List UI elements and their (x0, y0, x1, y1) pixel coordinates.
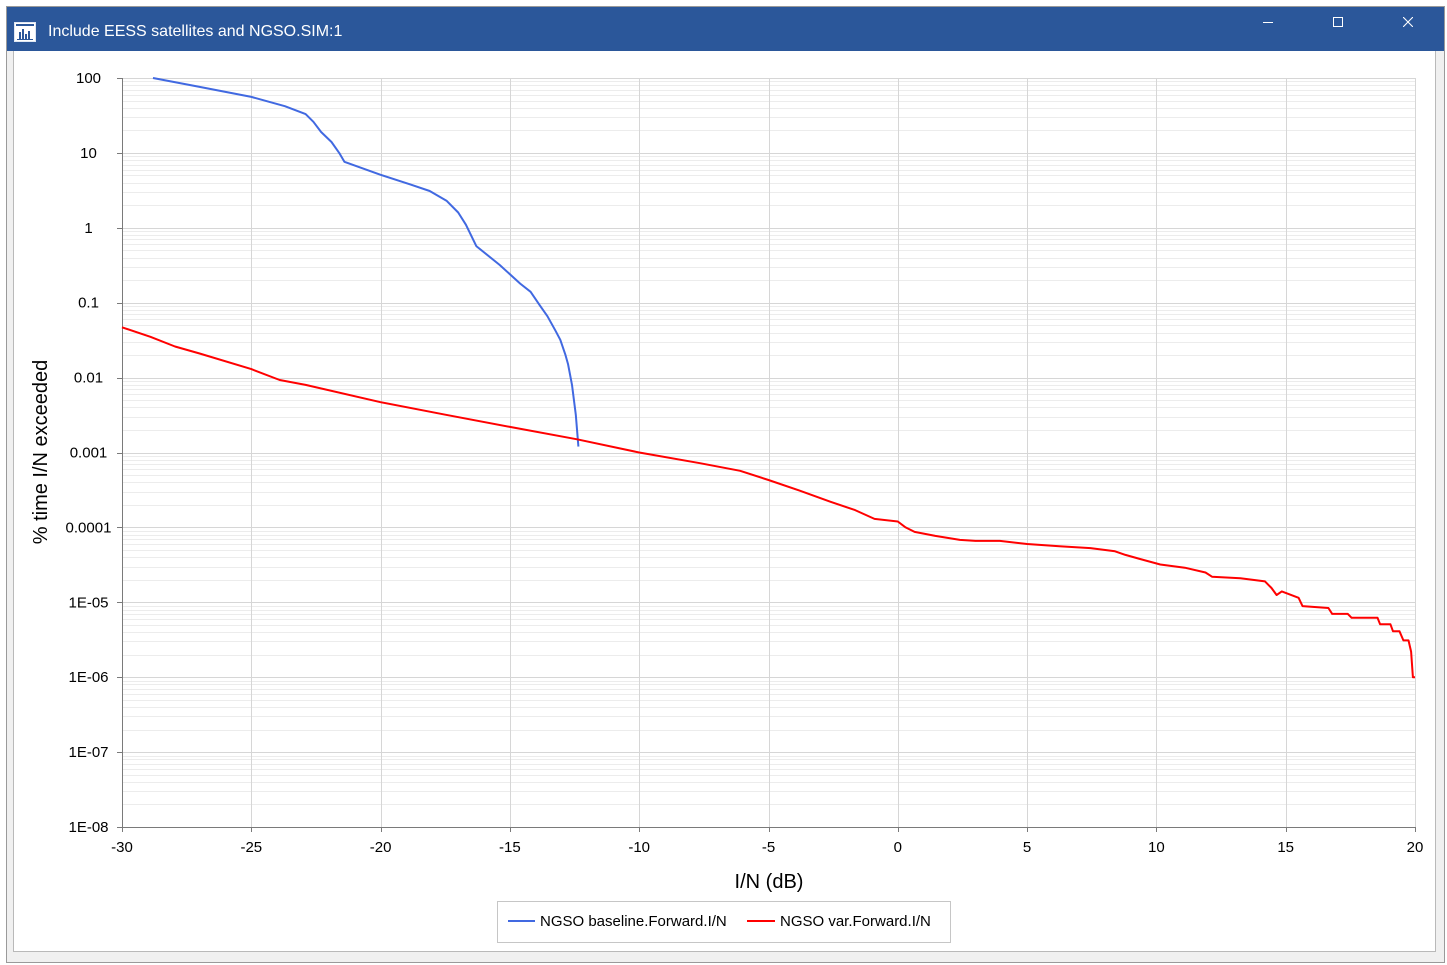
y-axis-title: % time I/N exceeded (30, 360, 52, 545)
legend-label-var: NGSO var.Forward.I/N (780, 913, 931, 930)
y-tick-label: 0.01 (74, 370, 103, 387)
y-tick-label: 1E-05 (68, 594, 108, 611)
window-title: Include EESS satellites and NGSO.SIM:1 (48, 23, 343, 40)
x-tick-label: -25 (240, 839, 262, 856)
x-tick-label: -20 (370, 839, 392, 856)
y-tick-label: 1 (84, 220, 92, 237)
maximize-button[interactable] (1303, 7, 1373, 37)
y-tick-label: 0.0001 (66, 519, 112, 536)
y-tick-label: 1E-06 (68, 669, 108, 686)
x-tick-label: -15 (499, 839, 521, 856)
y-tick-label: 0.001 (70, 445, 108, 462)
x-tick-label: -5 (762, 839, 775, 856)
x-tick-label: 5 (1023, 839, 1031, 856)
x-tick-label: 15 (1277, 839, 1294, 856)
maximize-icon (1333, 17, 1343, 27)
x-tick-label: -30 (111, 839, 133, 856)
y-tick-label: 1E-07 (68, 744, 108, 761)
grid-layer (122, 78, 1416, 828)
y-tick-label: 10 (80, 145, 97, 162)
chart-plot: -30 -25 -20 -15 -10 -5 0 5 10 15 20 100 10 1 0.1 0.01 0.… (30, 70, 1424, 943)
tick-label-layer: -30 -25 -20 -15 -10 -5 0 5 10 15 20 100 10 1 0.1 0.01 0.… (66, 70, 1424, 856)
minimize-icon (1263, 17, 1273, 27)
legend-label-baseline: NGSO baseline.Forward.I/N (540, 913, 727, 930)
x-axis-title: I/N (dB) (735, 871, 804, 893)
minimize-button[interactable] (1233, 7, 1303, 37)
legend-box (497, 901, 951, 943)
series-line-ngso-baseline-forward-i-n (152, 77, 580, 447)
axis-layer (117, 78, 1416, 832)
y-tick-label: 0.1 (78, 295, 99, 312)
chart-area: -30 -25 -20 -15 -10 -5 0 5 10 15 20 100 10 1 0.1 0.01 0.… (13, 51, 1436, 952)
series-line-ngso-var-forward-i-n (121, 326, 1415, 679)
legend: NGSO baseline.Forward.I/N NGSO var.Forwa… (497, 901, 951, 943)
x-tick-label: -10 (628, 839, 650, 856)
y-tick-label: 100 (76, 70, 101, 87)
close-icon (1403, 17, 1413, 27)
x-tick-label: 10 (1148, 839, 1165, 856)
x-tick-label: 0 (894, 839, 902, 856)
chart-window: Include EESS satellites and NGSO.SIM:1 -… (6, 6, 1445, 963)
x-tick-label: 20 (1407, 839, 1424, 856)
series-layer (121, 77, 1415, 679)
title-bar[interactable]: Include EESS satellites and NGSO.SIM:1 (7, 7, 1444, 51)
y-tick-label: 1E-08 (68, 819, 108, 836)
close-button[interactable] (1373, 7, 1443, 37)
